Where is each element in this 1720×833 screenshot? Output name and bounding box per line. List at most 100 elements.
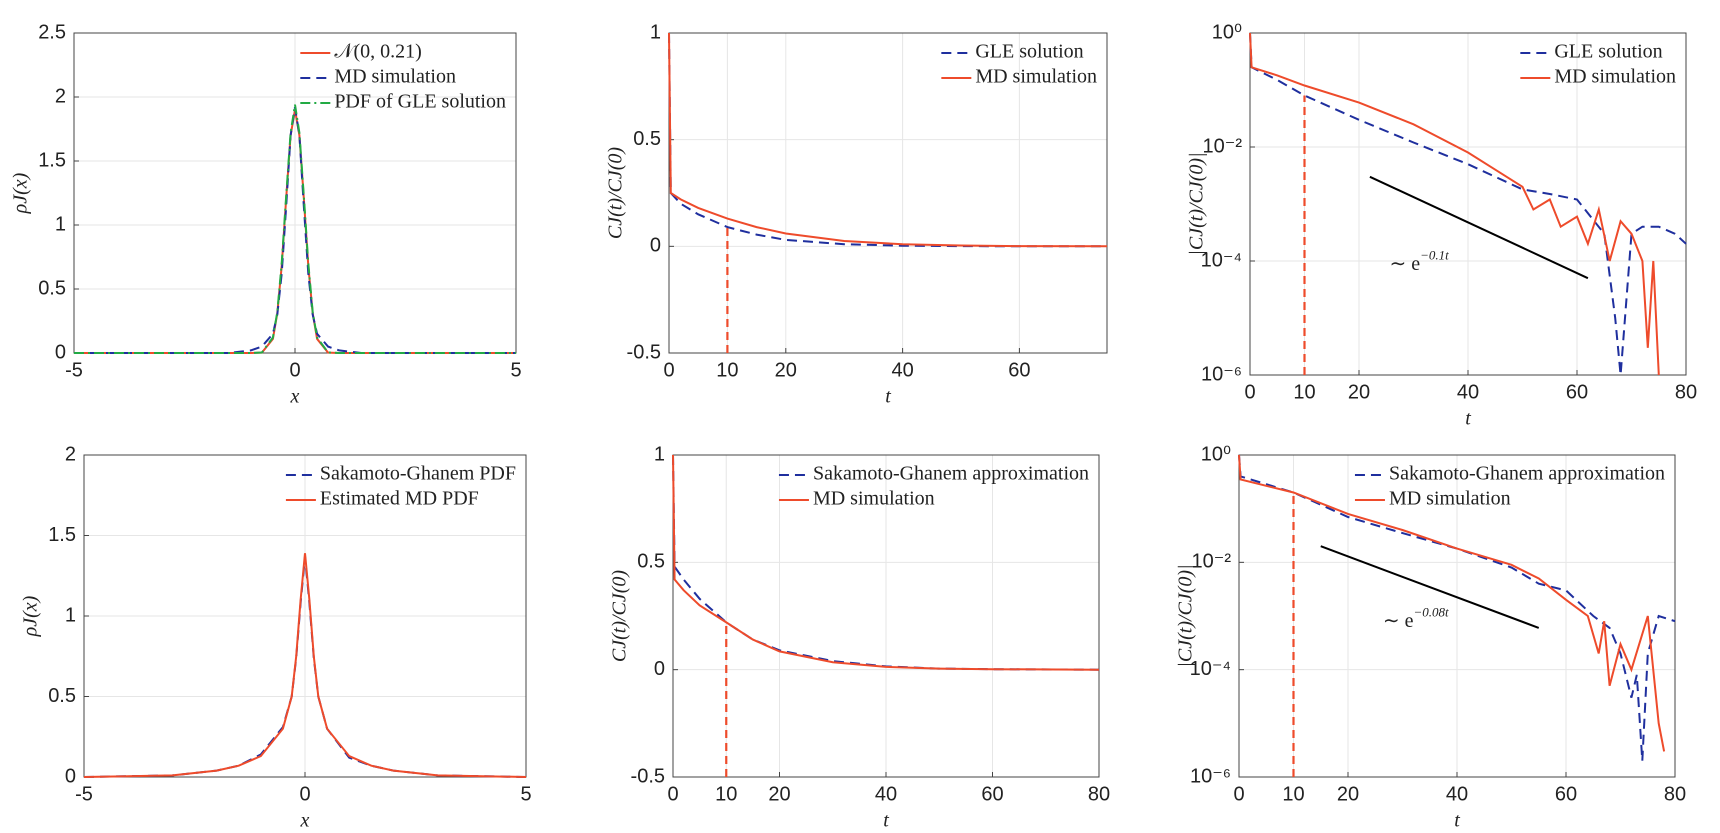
y-tick-label: 0 bbox=[65, 765, 76, 787]
x-tick-label: 40 bbox=[875, 783, 897, 805]
y-axis-label: ρJ(x) bbox=[20, 595, 42, 637]
axes-frame bbox=[1249, 32, 1687, 376]
legend-label: MD simulation bbox=[975, 66, 1097, 88]
series-line bbox=[1238, 454, 1676, 761]
x-tick-label: 60 bbox=[1555, 783, 1577, 805]
x-tick-label: 0 bbox=[299, 783, 310, 805]
y-tick-label: 0.5 bbox=[48, 685, 76, 707]
x-tick-label: 60 bbox=[1008, 359, 1030, 381]
axes-frame bbox=[83, 454, 527, 778]
series-line bbox=[83, 553, 527, 778]
legend-label: GLE solution bbox=[975, 41, 1083, 63]
legend: GLE solution MD simulation bbox=[941, 41, 1097, 88]
x-tick-label: -5 bbox=[65, 359, 83, 381]
y-tick-label: 0.5 bbox=[637, 551, 665, 573]
y-tick-label: -0.5 bbox=[631, 765, 665, 787]
y-tick-label: 1.5 bbox=[48, 524, 76, 546]
legend: Sakamoto-Ghanem approximation MD simulati… bbox=[1354, 463, 1665, 510]
x-tick-label: 10 bbox=[1293, 381, 1315, 403]
legend: Sakamoto-Ghanem approximation MD simulati… bbox=[778, 463, 1089, 510]
x-axis-label: t bbox=[1454, 810, 1460, 832]
legend: GLE solution MD simulation bbox=[1520, 41, 1676, 88]
x-tick-label: 80 bbox=[1675, 381, 1697, 403]
y-tick-label: 0 bbox=[654, 658, 665, 680]
legend: Sakamoto-Ghanem PDF Estimated MD PDF bbox=[285, 463, 516, 510]
annotation-exponent: −0.08t bbox=[1414, 604, 1450, 619]
x-tick-label: 20 bbox=[1337, 783, 1359, 805]
x-tick-label: 20 bbox=[1348, 381, 1370, 403]
series-line bbox=[1238, 454, 1666, 752]
y-axis-label: CJ(t)/CJ(0) bbox=[609, 570, 631, 663]
subplot: 0 10 20 40 60 80 10⁻⁶ 10⁻⁴ 10⁻² 10⁰ t |CJ(t)/CJ(0)|… bbox=[1175, 443, 1687, 831]
y-tick-label: 10⁻⁴ bbox=[1201, 249, 1242, 271]
x-tick-label: 10 bbox=[715, 783, 737, 805]
y-tick-label: 0 bbox=[55, 341, 66, 363]
axes-frame bbox=[1238, 454, 1676, 778]
y-tick-label: 10⁻⁶ bbox=[1190, 765, 1231, 787]
subplot: 0 10 20 40 60 80-0.500.51tCJ(t)/CJ(0)Sakamoto… bbox=[609, 443, 1111, 831]
x-axis-label: x bbox=[300, 810, 310, 832]
x-tick-label: 0 bbox=[1244, 381, 1255, 403]
plot-area bbox=[669, 33, 1107, 353]
y-axis-label: |CJ(t)/CJ(0)| bbox=[1186, 152, 1208, 255]
legend-label: MD simulation bbox=[334, 66, 456, 88]
y-axis-label: |CJ(t)/CJ(0)| bbox=[1175, 564, 1197, 667]
y-tick-label: 2.5 bbox=[38, 21, 66, 43]
x-tick-label: 80 bbox=[1088, 783, 1110, 805]
y-tick-label: -0.5 bbox=[627, 341, 661, 363]
legend-label: MD simulation bbox=[1389, 488, 1511, 510]
x-tick-label: 0 bbox=[667, 783, 678, 805]
x-axis-label: t bbox=[1465, 408, 1471, 430]
legend: 𝒩(0, 0.21) MD simulation PDF of GLE soluti… bbox=[300, 41, 506, 113]
y-tick-label: 1 bbox=[55, 213, 66, 235]
y-tick-label: 10⁻² bbox=[1203, 135, 1243, 157]
x-tick-label: 20 bbox=[775, 359, 797, 381]
legend-label: MD simulation bbox=[813, 488, 935, 510]
subplot: 0 10 20 40 60 80 10⁻⁶ 10⁻⁴ 10⁻² 10⁰ t |CJ(t)/CJ(0)|… bbox=[1186, 21, 1698, 429]
legend-label: 𝒩(0, 0.21) bbox=[334, 41, 421, 63]
legend-label: Sakamoto-Ghanem approximation bbox=[1389, 463, 1665, 485]
axes-frame bbox=[668, 32, 1108, 354]
x-axis-label: t bbox=[885, 386, 891, 408]
legend-label: MD simulation bbox=[1554, 66, 1676, 88]
legend-label: PDF of GLE solution bbox=[334, 91, 506, 113]
series-line bbox=[1249, 32, 1660, 376]
x-tick-label: 5 bbox=[510, 359, 521, 381]
y-axis-label: ρJ(x) bbox=[10, 172, 32, 214]
y-axis-label: CJ(t)/CJ(0) bbox=[605, 147, 627, 240]
y-tick-label: 0.5 bbox=[633, 128, 661, 150]
y-tick-label: 10⁰ bbox=[1212, 21, 1242, 43]
x-tick-label: 10 bbox=[716, 359, 738, 381]
x-tick-label: 60 bbox=[1566, 381, 1588, 403]
x-tick-label: 5 bbox=[520, 783, 531, 805]
y-tick-label: 10⁻⁴ bbox=[1190, 658, 1231, 680]
x-tick-label: 10 bbox=[1282, 783, 1304, 805]
x-tick-label: 40 bbox=[891, 359, 913, 381]
slope-reference bbox=[1369, 175, 1589, 280]
series-line bbox=[668, 32, 1108, 248]
y-tick-label: 2 bbox=[55, 85, 66, 107]
y-tick-label: 1.5 bbox=[38, 149, 66, 171]
x-tick-label: 0 bbox=[289, 359, 300, 381]
series-line bbox=[1249, 32, 1687, 376]
y-tick-label: 10⁻⁶ bbox=[1201, 363, 1242, 385]
x-tick-label: 40 bbox=[1446, 783, 1468, 805]
x-tick-label: 20 bbox=[768, 783, 790, 805]
x-tick-label: 0 bbox=[1233, 783, 1244, 805]
legend-label: Sakamoto-Ghanem approximation bbox=[813, 463, 1089, 485]
x-tick-label: -5 bbox=[75, 783, 93, 805]
x-tick-label: 0 bbox=[663, 359, 674, 381]
series-line bbox=[672, 454, 1100, 671]
x-tick-label: 60 bbox=[981, 783, 1003, 805]
y-tick-label: 10⁻² bbox=[1192, 551, 1232, 573]
y-tick-label: 2 bbox=[65, 443, 76, 465]
annotation-exponent: −0.1t bbox=[1420, 248, 1449, 263]
x-tick-label: 40 bbox=[1457, 381, 1479, 403]
slope-reference bbox=[1320, 545, 1540, 629]
series-line bbox=[74, 104, 516, 354]
y-tick-label: 0 bbox=[650, 235, 661, 257]
